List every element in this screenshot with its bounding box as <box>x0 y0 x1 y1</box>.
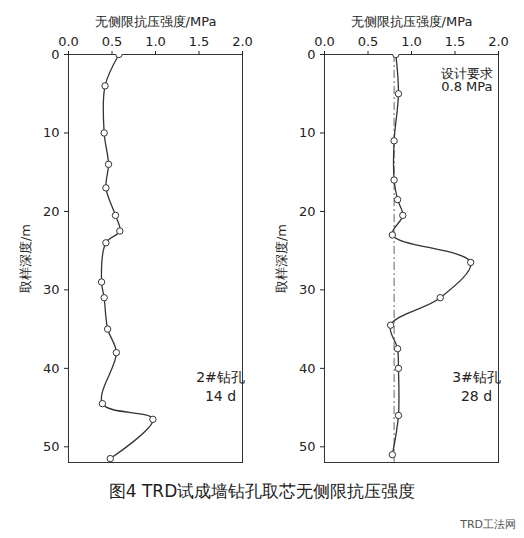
svg-text:无侧限抗压强度/MPa: 无侧限抗压强度/MPa <box>95 14 217 29</box>
svg-text:10: 10 <box>43 125 60 140</box>
svg-text:50: 50 <box>43 439 60 454</box>
svg-text:3#钻孔28 d: 3#钻孔28 d <box>452 369 501 403</box>
html-text:图4 TRD试成墙钻孔取芯无侧限抗压强度: 图4 TRD试成墙钻孔取芯无侧限抗压强度 <box>108 481 416 501</box>
svg-text:50: 50 <box>299 439 316 454</box>
svg-text:30: 30 <box>43 282 60 297</box>
svg-text:40: 40 <box>299 361 316 376</box>
svg-text:1.0: 1.0 <box>145 34 166 49</box>
svg-text:取样深度/m: 取样深度/m <box>18 224 33 293</box>
svg-text:0.5: 0.5 <box>358 34 379 49</box>
svg-text:40: 40 <box>43 361 60 376</box>
svg-text:1.5: 1.5 <box>445 34 466 49</box>
svg-text:2#钻孔14 d: 2#钻孔14 d <box>196 369 245 403</box>
svg-text:取样深度/m: 取样深度/m <box>274 224 289 293</box>
svg-text:1.0: 1.0 <box>401 34 422 49</box>
svg-text:20: 20 <box>299 204 316 219</box>
svg-text:0: 0 <box>51 47 59 62</box>
svg-text:0: 0 <box>307 47 315 62</box>
svg-text:0.0: 0.0 <box>58 34 79 49</box>
html-text:TRD工法网: TRD工法网 <box>460 518 516 531</box>
svg-text:30: 30 <box>299 282 316 297</box>
svg-text:1.5: 1.5 <box>189 34 210 49</box>
svg-text:10: 10 <box>299 125 316 140</box>
svg-text:2.0: 2.0 <box>232 34 253 49</box>
svg-text:0.0: 0.0 <box>314 34 335 49</box>
svg-text:设计要求0.8 MPa: 设计要求0.8 MPa <box>441 66 493 94</box>
svg-text:0.5: 0.5 <box>102 34 123 49</box>
svg-text:20: 20 <box>43 204 60 219</box>
svg-text:2.0: 2.0 <box>488 34 509 49</box>
svg-text:无侧限抗压强度/MPa: 无侧限抗压强度/MPa <box>351 14 473 29</box>
